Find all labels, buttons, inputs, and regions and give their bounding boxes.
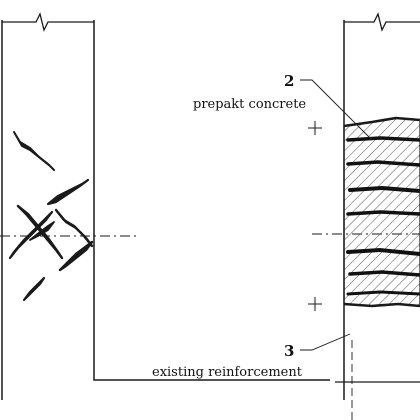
crack-8 <box>29 221 55 241</box>
label-2-text: prepakt concrete <box>193 97 306 112</box>
crack-6 <box>58 240 94 272</box>
crack-1 <box>13 131 55 171</box>
label-3-number: 3 <box>284 342 294 360</box>
bar-6 <box>348 270 420 277</box>
bar-2 <box>346 160 420 167</box>
concrete-bottom-edge <box>343 302 420 308</box>
leader-3 <box>300 333 351 351</box>
left-column <box>0 12 330 400</box>
label-3: 3 existing reinforcement <box>152 342 303 380</box>
leader-2 <box>300 79 373 141</box>
dimension-ticks <box>308 121 322 311</box>
label-2: 2 prepakt concrete <box>193 72 306 112</box>
right-top-break <box>344 12 420 32</box>
bar-1 <box>346 136 420 142</box>
top-break-line <box>2 12 94 32</box>
label-3-text: existing reinforcement <box>152 365 303 380</box>
crack-3 <box>54 208 94 248</box>
tick-top <box>308 121 322 135</box>
bar-4 <box>346 210 420 216</box>
crack-marks <box>8 131 94 302</box>
leader-lines <box>300 79 373 351</box>
label-2-number: 2 <box>284 72 294 90</box>
crack-7 <box>22 276 46 302</box>
tick-bottom <box>308 297 322 311</box>
concrete-top-edge <box>343 116 420 128</box>
crack-2 <box>16 204 64 260</box>
bar-3 <box>348 185 420 193</box>
crack-4 <box>8 210 54 260</box>
crack-5 <box>46 178 90 206</box>
reinforcement-bars <box>346 136 420 296</box>
left-column-inner-edge <box>93 20 330 381</box>
bar-5 <box>346 247 420 256</box>
bar-7 <box>346 290 420 296</box>
